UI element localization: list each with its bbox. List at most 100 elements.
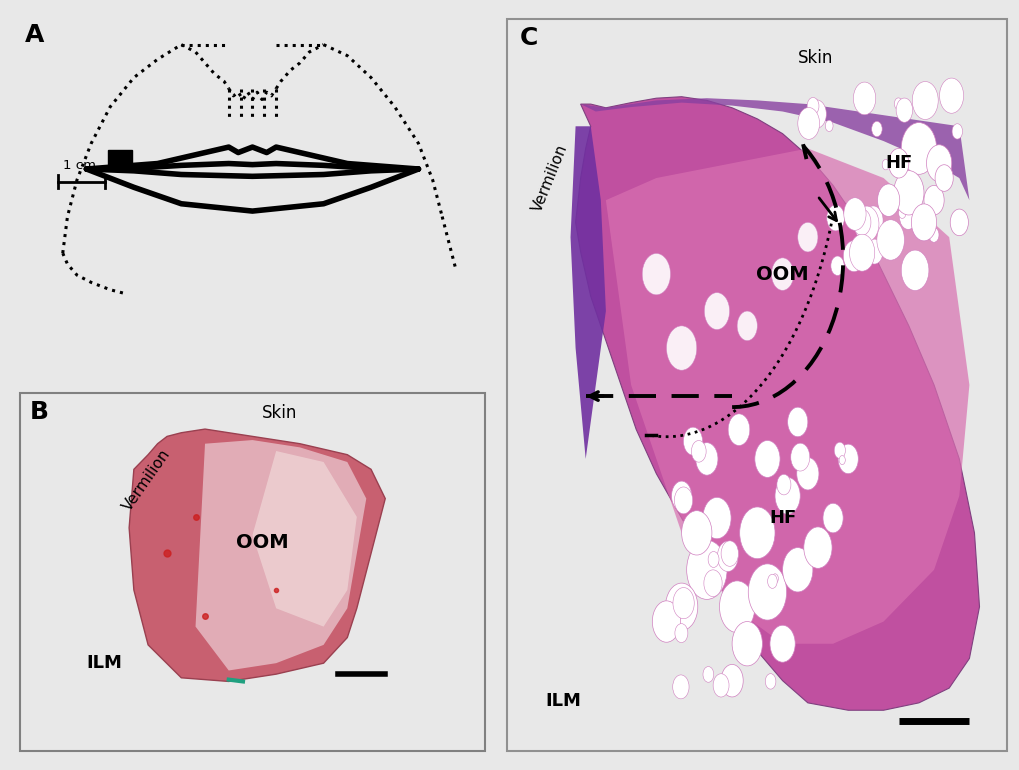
Circle shape (728, 413, 749, 446)
Circle shape (764, 674, 775, 689)
Circle shape (911, 82, 937, 119)
Bar (108, 149, 131, 169)
Circle shape (824, 120, 833, 132)
Circle shape (664, 583, 697, 631)
Text: HF: HF (768, 509, 796, 527)
Circle shape (838, 444, 858, 474)
Circle shape (686, 541, 727, 599)
Circle shape (888, 149, 908, 178)
Circle shape (925, 145, 951, 182)
Circle shape (774, 477, 800, 514)
Circle shape (826, 205, 844, 231)
Circle shape (839, 456, 845, 464)
Circle shape (899, 203, 916, 229)
Circle shape (797, 223, 817, 252)
Text: ILM: ILM (87, 654, 122, 672)
Circle shape (934, 165, 953, 191)
Circle shape (893, 171, 923, 215)
Circle shape (776, 474, 790, 495)
Circle shape (853, 82, 875, 115)
Circle shape (675, 624, 687, 643)
Circle shape (754, 440, 780, 477)
Circle shape (704, 293, 729, 330)
Polygon shape (253, 451, 357, 627)
Circle shape (951, 124, 962, 139)
Circle shape (712, 674, 729, 697)
Circle shape (843, 198, 865, 230)
Circle shape (928, 227, 938, 243)
Text: 1 cm: 1 cm (63, 159, 96, 172)
Circle shape (787, 407, 807, 437)
Text: OOM: OOM (755, 265, 808, 283)
Circle shape (896, 237, 903, 248)
Circle shape (896, 98, 912, 122)
Circle shape (938, 78, 963, 113)
Circle shape (830, 256, 844, 276)
Circle shape (720, 541, 738, 566)
Text: A: A (24, 22, 44, 47)
Circle shape (865, 239, 882, 264)
Polygon shape (575, 97, 978, 710)
Polygon shape (570, 126, 605, 459)
Circle shape (790, 444, 809, 471)
Circle shape (702, 667, 713, 682)
Text: B: B (30, 400, 49, 424)
Circle shape (871, 122, 881, 137)
Circle shape (683, 427, 702, 455)
Circle shape (674, 487, 692, 514)
Polygon shape (196, 440, 366, 671)
Circle shape (707, 551, 718, 567)
Polygon shape (605, 149, 968, 644)
Circle shape (894, 98, 902, 109)
Circle shape (796, 457, 818, 490)
Circle shape (767, 574, 776, 588)
Circle shape (854, 206, 878, 242)
Circle shape (673, 588, 694, 619)
Text: HF: HF (884, 154, 911, 172)
Text: C: C (520, 26, 538, 51)
Circle shape (732, 621, 761, 666)
Circle shape (642, 253, 669, 295)
Circle shape (797, 108, 818, 139)
Circle shape (748, 564, 786, 620)
Circle shape (898, 207, 905, 219)
Circle shape (822, 504, 843, 533)
Circle shape (806, 100, 825, 129)
Circle shape (863, 206, 882, 235)
Circle shape (843, 240, 864, 272)
Text: ILM: ILM (545, 692, 581, 710)
Polygon shape (580, 99, 968, 200)
Circle shape (881, 159, 889, 170)
Circle shape (703, 570, 721, 597)
Circle shape (702, 497, 731, 539)
Polygon shape (129, 429, 385, 681)
Circle shape (673, 675, 689, 699)
Circle shape (893, 239, 903, 253)
Circle shape (681, 511, 711, 555)
Text: Skin: Skin (262, 403, 297, 422)
Circle shape (671, 481, 691, 511)
Circle shape (950, 209, 967, 236)
Circle shape (852, 209, 870, 236)
Circle shape (901, 122, 935, 174)
Circle shape (910, 204, 935, 241)
Circle shape (739, 507, 774, 559)
Circle shape (716, 541, 738, 571)
Circle shape (901, 250, 928, 290)
Circle shape (691, 440, 705, 462)
Circle shape (695, 443, 717, 475)
Circle shape (737, 311, 756, 340)
Text: Skin: Skin (797, 49, 833, 67)
Circle shape (770, 258, 793, 290)
Circle shape (769, 625, 795, 662)
Circle shape (834, 442, 845, 459)
Circle shape (849, 234, 874, 271)
Circle shape (782, 547, 812, 592)
Circle shape (652, 601, 680, 642)
Text: OOM: OOM (235, 533, 288, 552)
Circle shape (876, 219, 904, 260)
Circle shape (803, 527, 832, 568)
Circle shape (876, 184, 899, 216)
Circle shape (665, 326, 696, 370)
Circle shape (771, 574, 777, 583)
